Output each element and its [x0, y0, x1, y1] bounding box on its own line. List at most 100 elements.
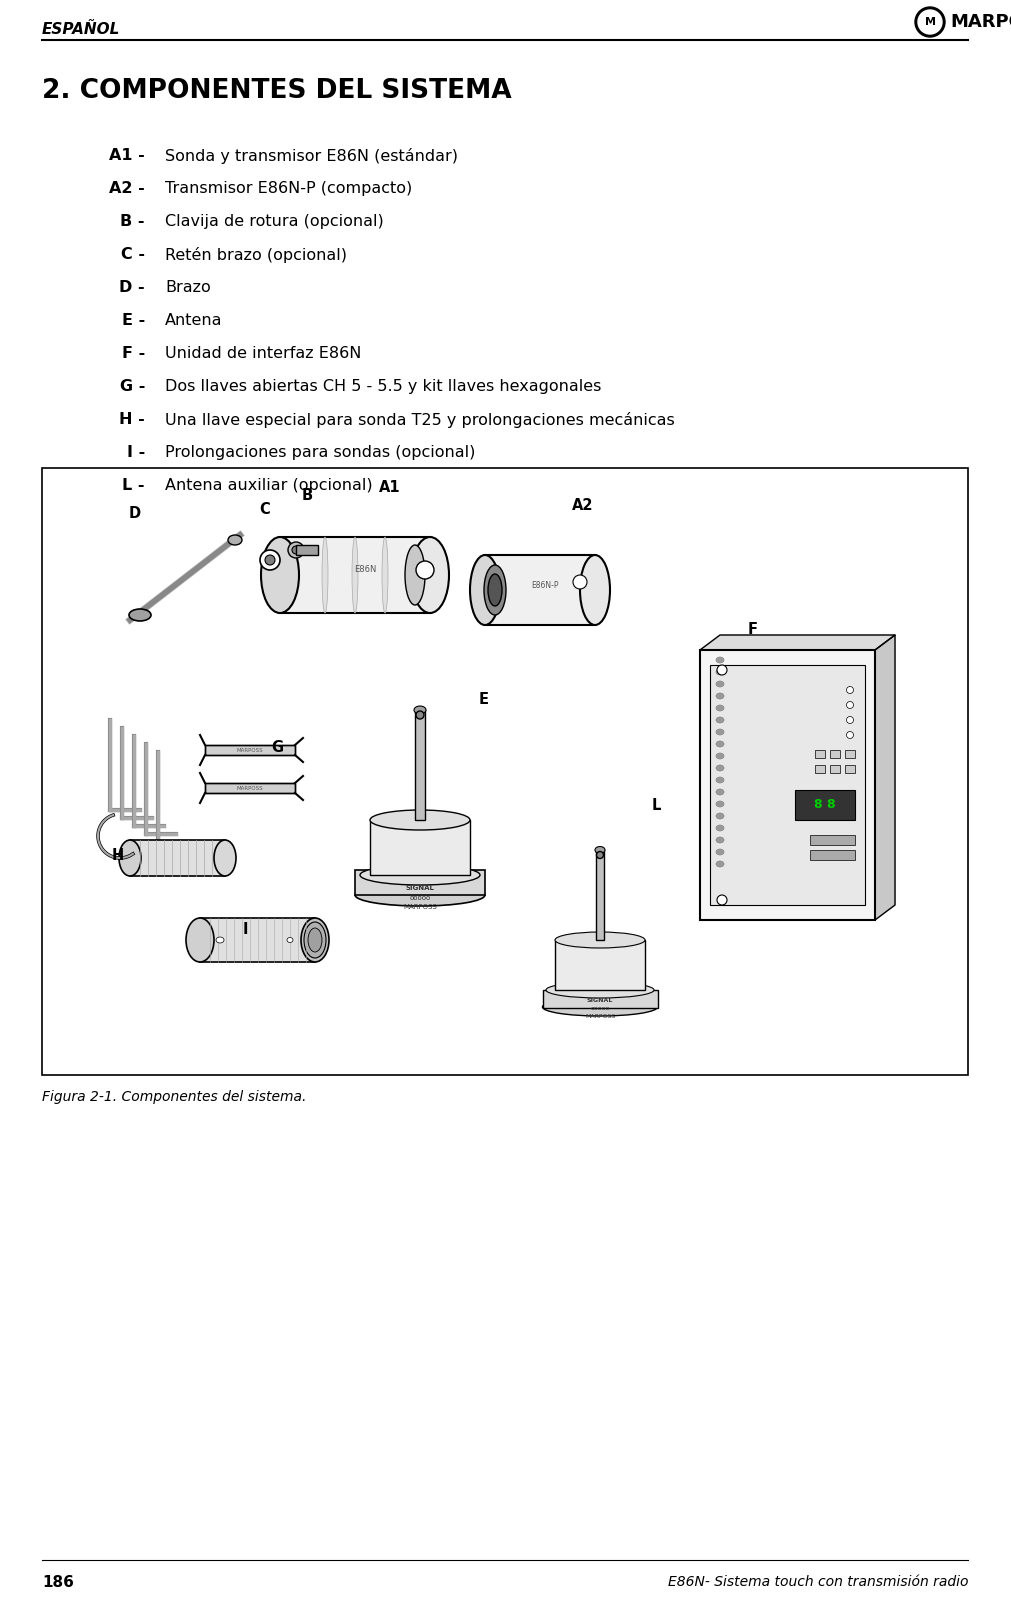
Text: E86N- Sistema touch con transmisión radio: E86N- Sistema touch con transmisión radi… [667, 1576, 968, 1589]
Ellipse shape [292, 547, 300, 555]
Ellipse shape [416, 561, 434, 579]
Ellipse shape [546, 983, 654, 999]
Ellipse shape [288, 542, 304, 558]
Ellipse shape [716, 861, 724, 867]
Bar [280, 537, 430, 612]
Ellipse shape [846, 717, 853, 723]
Ellipse shape [846, 686, 853, 694]
Ellipse shape [287, 938, 293, 943]
Ellipse shape [716, 850, 724, 854]
Text: E86N-P: E86N-P [531, 580, 559, 590]
Bar [130, 840, 225, 875]
Bar [795, 790, 855, 821]
Text: M: M [924, 18, 935, 27]
Ellipse shape [846, 702, 853, 709]
Bar [485, 555, 595, 625]
Ellipse shape [596, 851, 604, 859]
Ellipse shape [308, 928, 321, 952]
Bar [355, 870, 485, 894]
Bar [205, 745, 295, 755]
Ellipse shape [717, 894, 727, 906]
Bar [205, 745, 295, 755]
Ellipse shape [360, 866, 480, 885]
Text: E86N: E86N [354, 566, 376, 574]
Text: H -: H - [119, 412, 145, 426]
Ellipse shape [411, 537, 449, 612]
Bar [810, 835, 855, 845]
Bar [700, 649, 875, 920]
Text: L -: L - [122, 478, 145, 494]
Ellipse shape [716, 765, 724, 771]
Text: D -: D - [119, 281, 145, 295]
Ellipse shape [129, 609, 151, 620]
Bar [815, 765, 825, 773]
Ellipse shape [321, 537, 328, 612]
Text: B -: B - [120, 213, 145, 229]
Ellipse shape [716, 837, 724, 843]
Ellipse shape [216, 938, 224, 943]
Text: 8 8: 8 8 [814, 798, 836, 811]
Text: Retén brazo (opcional): Retén brazo (opcional) [165, 247, 347, 263]
Ellipse shape [716, 657, 724, 664]
Ellipse shape [119, 840, 141, 875]
Ellipse shape [716, 717, 724, 723]
Text: Sonda y transmisor E86N (estándar): Sonda y transmisor E86N (estándar) [165, 147, 458, 164]
Ellipse shape [214, 840, 236, 875]
Bar [830, 750, 840, 758]
Ellipse shape [260, 550, 280, 571]
Bar [415, 710, 425, 821]
Ellipse shape [717, 665, 727, 675]
Ellipse shape [555, 931, 645, 947]
Text: MARPOSS: MARPOSS [585, 1015, 615, 1020]
Text: Antena: Antena [165, 313, 222, 329]
Bar [845, 765, 855, 773]
Text: Figura 2-1. Componentes del sistema.: Figura 2-1. Componentes del sistema. [42, 1090, 306, 1104]
Bar [296, 545, 318, 555]
Text: L: L [651, 798, 660, 813]
Text: MARPOSS: MARPOSS [237, 785, 263, 790]
Text: D: D [129, 505, 142, 521]
Bar [845, 750, 855, 758]
Polygon shape [875, 635, 895, 920]
Ellipse shape [543, 999, 657, 1016]
Ellipse shape [484, 564, 506, 616]
Ellipse shape [716, 777, 724, 782]
Text: Dos llaves abiertas CH 5 - 5.5 y kit llaves hexagonales: Dos llaves abiertas CH 5 - 5.5 y kit lla… [165, 378, 602, 394]
Text: I: I [243, 922, 248, 938]
Ellipse shape [580, 555, 610, 625]
Text: Prolongaciones para sondas (opcional): Prolongaciones para sondas (opcional) [165, 446, 475, 460]
Circle shape [918, 10, 942, 34]
Ellipse shape [352, 537, 358, 612]
Text: A1 -: A1 - [109, 147, 145, 164]
Bar [810, 850, 855, 859]
Bar [205, 782, 295, 793]
Text: 186: 186 [42, 1576, 74, 1590]
Text: E -: E - [121, 313, 145, 329]
Text: Unidad de interfaz E86N: Unidad de interfaz E86N [165, 346, 361, 361]
Ellipse shape [355, 883, 485, 906]
Text: F -: F - [121, 346, 145, 361]
Bar [815, 750, 825, 758]
Bar [710, 665, 865, 906]
Text: MARPOSS: MARPOSS [237, 747, 263, 752]
Bar [830, 765, 840, 773]
Ellipse shape [716, 789, 724, 795]
Text: 2. COMPONENTES DEL SISTEMA: 2. COMPONENTES DEL SISTEMA [42, 79, 512, 104]
Ellipse shape [304, 922, 326, 959]
Text: C: C [260, 502, 270, 518]
Text: ooooo: ooooo [590, 1007, 610, 1011]
Text: MARPOSS: MARPOSS [403, 904, 437, 911]
Ellipse shape [716, 681, 724, 688]
Text: Una llave especial para sonda T25 y prolongaciones mecánicas: Una llave especial para sonda T25 y prol… [165, 412, 674, 428]
Bar [42, 468, 968, 1076]
Text: H: H [112, 848, 124, 862]
Bar [205, 782, 295, 793]
Text: E: E [479, 691, 489, 707]
Text: ooooo: ooooo [409, 894, 431, 901]
Ellipse shape [716, 741, 724, 747]
Text: C -: C - [121, 247, 145, 261]
Text: B: B [301, 489, 312, 503]
Text: G -: G - [119, 378, 145, 394]
Ellipse shape [228, 535, 242, 545]
Ellipse shape [470, 555, 500, 625]
